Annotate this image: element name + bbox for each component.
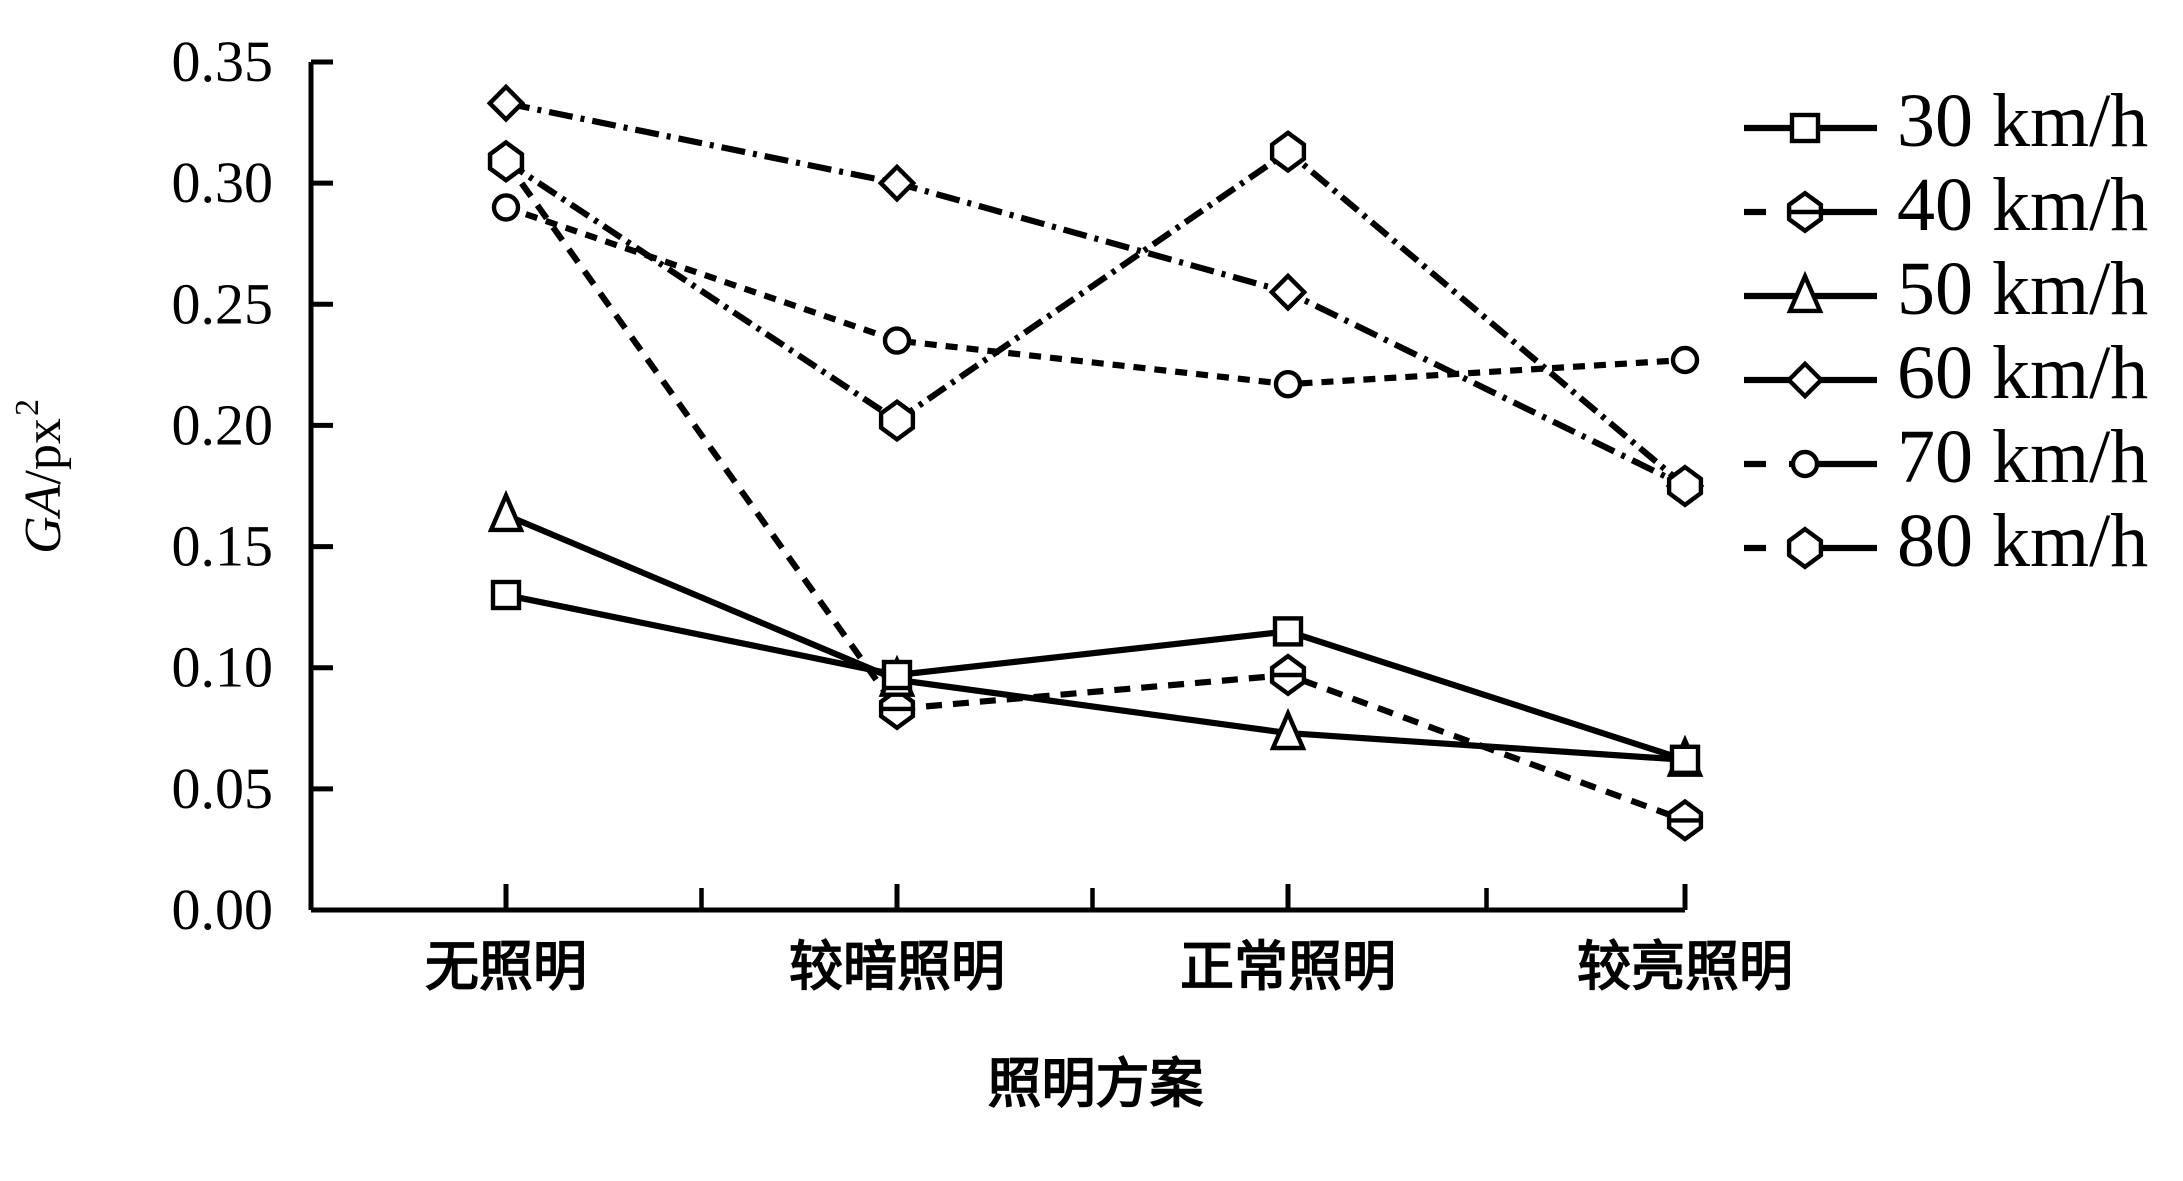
svg-text:30 km/h: 30 km/h	[1897, 79, 2148, 163]
svg-text:60 km/h: 60 km/h	[1897, 331, 2148, 415]
svg-text:0.05: 0.05	[172, 756, 274, 821]
svg-text:50 km/h: 50 km/h	[1897, 247, 2148, 331]
svg-text:较暗照明: 较暗照明	[789, 937, 1005, 997]
svg-text:正常照明: 正常照明	[1180, 937, 1396, 997]
svg-text:2: 2	[9, 399, 46, 416]
svg-text:0.00: 0.00	[172, 877, 274, 942]
svg-text:0.30: 0.30	[172, 150, 274, 215]
svg-text:80 km/h: 80 km/h	[1897, 499, 2148, 583]
svg-text:70 km/h: 70 km/h	[1897, 415, 2148, 499]
svg-text:0.25: 0.25	[172, 271, 274, 336]
svg-text:0.10: 0.10	[172, 635, 274, 700]
svg-text:GA/px: GA/px	[15, 418, 72, 554]
svg-text:较亮照明: 较亮照明	[1577, 937, 1793, 997]
svg-text:0.20: 0.20	[172, 392, 274, 457]
svg-text:照明方案: 照明方案	[988, 1054, 1205, 1114]
svg-text:40 km/h: 40 km/h	[1897, 163, 2148, 247]
svg-text:0.15: 0.15	[172, 514, 274, 579]
svg-text:无照明: 无照明	[425, 937, 587, 997]
svg-text:0.35: 0.35	[172, 29, 274, 94]
